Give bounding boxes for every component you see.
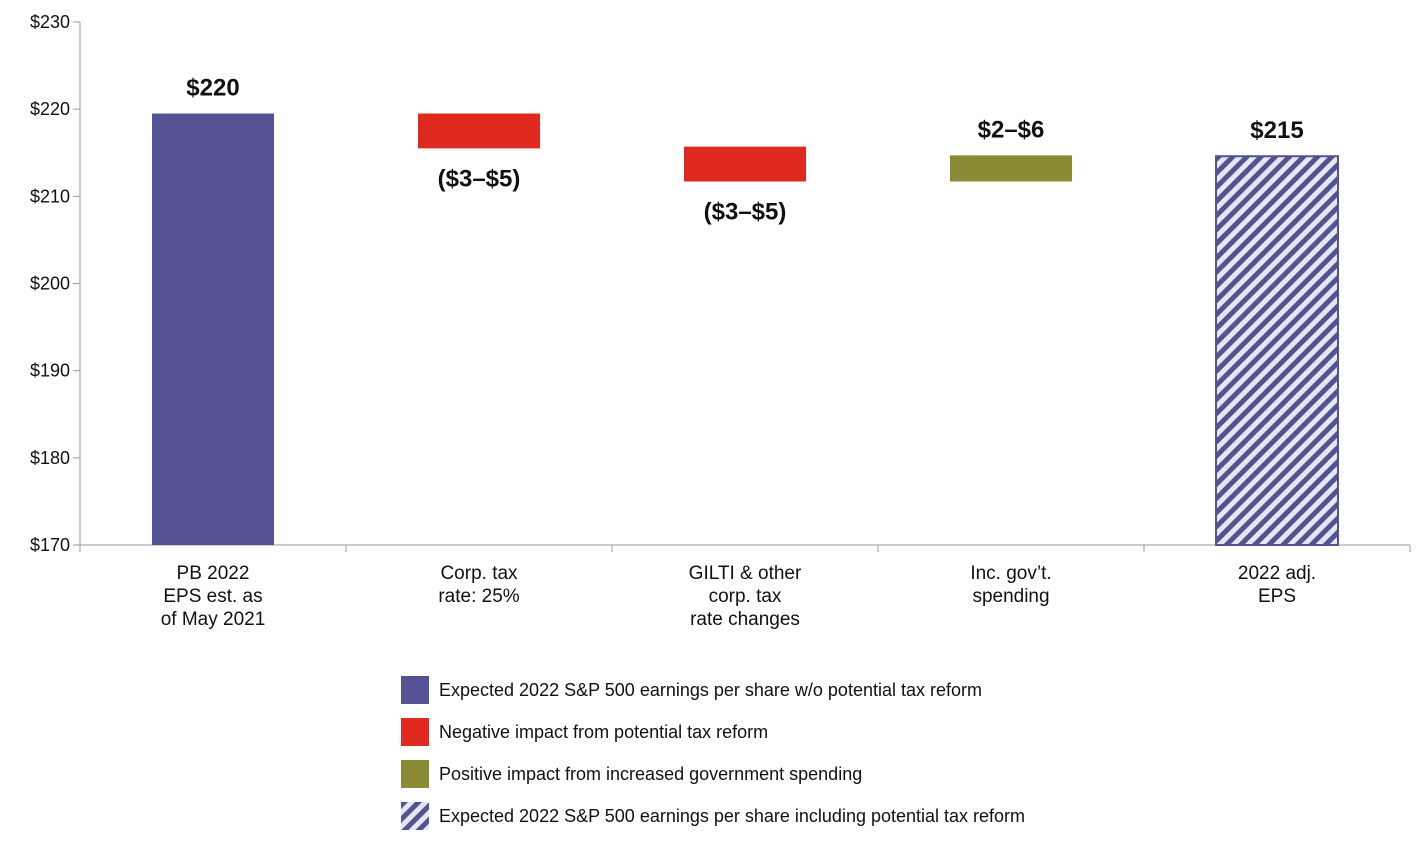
bar-value-label: $220 (186, 75, 239, 102)
legend-item-positive: Positive impact from increased governmen… (401, 760, 1161, 788)
legend-label: Expected 2022 S&P 500 earnings per share… (439, 805, 1026, 826)
x-category-label: PB 2022 EPS est. as of May 2021 (161, 563, 266, 630)
legend-swatch-fill (401, 760, 429, 788)
x-category-label-line: PB 2022 (177, 563, 250, 584)
y-tick-label: $230 (30, 12, 70, 32)
x-category-label-line: Inc. gov’t. (970, 563, 1051, 584)
y-tick-label: $170 (30, 535, 70, 555)
legend-item-base: Expected 2022 S&P 500 earnings per share… (401, 676, 1161, 704)
bar-base (152, 113, 274, 546)
bar-positive (950, 155, 1072, 182)
legend-swatch-fill (401, 676, 429, 704)
bar-value-label: $2–$6 (978, 116, 1045, 143)
legend-label: Expected 2022 S&P 500 earnings per share… (439, 679, 982, 700)
x-category-label: Inc. gov’t. spending (970, 563, 1051, 607)
x-category-label-line: GILTI & other (689, 563, 802, 584)
legend-item-negative: Negative impact from potential tax refor… (401, 718, 1161, 746)
legend: Expected 2022 S&P 500 earnings per share… (401, 676, 1161, 844)
axis-layer: $170 $180 $190 $200 $210 $220 $230 (30, 12, 1411, 555)
legend-item-adjusted: Expected 2022 S&P 500 earnings per share… (401, 802, 1161, 830)
bar-value-label: $215 (1250, 117, 1303, 144)
x-category-label-line: rate changes (690, 609, 800, 630)
x-category-label-line: corp. tax (709, 586, 782, 607)
x-category-label-line: of May 2021 (161, 609, 266, 630)
legend-swatch-adjusted (401, 802, 429, 830)
x-category-label-line: Corp. tax (440, 563, 518, 584)
x-category-label-line: EPS (1258, 586, 1296, 607)
y-tick-label: $190 (30, 361, 70, 381)
legend-swatch-negative (401, 718, 429, 746)
legend-label: Positive impact from increased governmen… (439, 763, 863, 784)
chart-svg: $170 $180 $190 $200 $210 $220 $230 $220 PB 2022… (30, 12, 1411, 630)
bar-value-label: ($3–$5) (438, 165, 521, 192)
legend-swatch-fill (401, 718, 429, 746)
x-category-label-line: 2022 adj. (1238, 563, 1316, 584)
waterfall-chart: $170 $180 $190 $200 $210 $220 $230 $220 PB 2022… (30, 12, 1411, 830)
legend-swatch-positive (401, 760, 429, 788)
legend-swatch-base (401, 676, 429, 704)
x-category-label: 2022 adj. EPS (1238, 563, 1316, 607)
y-tick-label: $220 (30, 99, 70, 119)
x-category-label: GILTI & other corp. tax rate changes (689, 563, 802, 630)
y-tick-label: $210 (30, 186, 70, 206)
bar-adjusted (1215, 155, 1339, 546)
x-category-label-line: spending (972, 586, 1049, 607)
y-tick-label: $180 (30, 448, 70, 468)
x-category-label-line: rate: 25% (438, 586, 519, 607)
bar-value-label: ($3–$5) (704, 199, 787, 226)
legend-swatch-fill (401, 802, 429, 830)
y-tick-label: $200 (30, 274, 70, 294)
x-category-label-line: EPS est. as (163, 586, 262, 607)
bar-negative (418, 113, 540, 149)
label-layer: $220 PB 2022 EPS est. as of May 2021 ($3–$5)… (161, 75, 1316, 630)
legend-label: Negative impact from potential tax refor… (439, 721, 769, 742)
bar-negative (684, 146, 806, 182)
x-category-label: Corp. tax rate: 25% (438, 563, 519, 607)
bar-layer (152, 113, 1339, 546)
